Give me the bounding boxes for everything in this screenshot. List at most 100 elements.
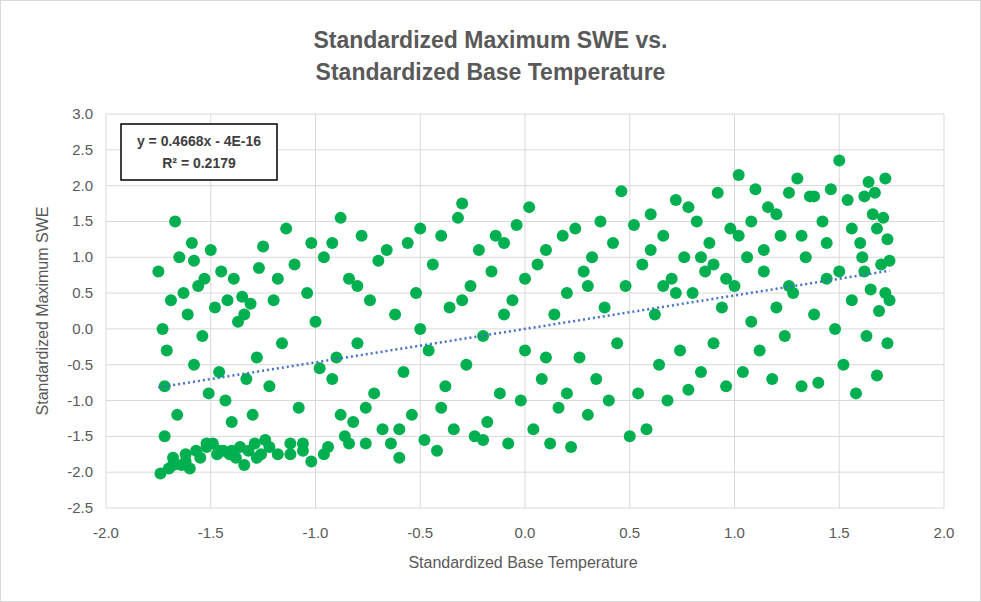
data-point [314, 362, 326, 374]
data-point [351, 337, 363, 349]
data-point [360, 438, 372, 450]
data-point [435, 402, 447, 414]
annotation: R² = 0.2179 [162, 155, 236, 171]
data-point [272, 273, 284, 285]
data-point [456, 294, 468, 306]
data-point [749, 183, 761, 195]
data-point [523, 201, 535, 213]
trendline [158, 271, 889, 388]
data-point [477, 330, 489, 342]
data-point [506, 294, 518, 306]
chart-title: Standardized Maximum SWE vs.Standardized… [313, 27, 667, 85]
data-point [553, 402, 565, 414]
data-point [881, 337, 893, 349]
x-axis-title: Standardized Base Temperature [408, 554, 637, 571]
data-point [657, 230, 669, 242]
data-point [196, 330, 208, 342]
data-point [431, 445, 443, 457]
data-point [305, 455, 317, 467]
y-tick-label: -0.5 [67, 356, 93, 373]
x-tick-label: 0.5 [619, 524, 640, 541]
data-point [165, 294, 177, 306]
data-point [632, 387, 644, 399]
data-point [708, 258, 720, 270]
data-point [599, 301, 611, 313]
data-point [775, 230, 787, 242]
data-point [865, 284, 877, 296]
data-point [498, 309, 510, 321]
data-point [808, 309, 820, 321]
data-point [779, 330, 791, 342]
y-tick-label: -2.5 [67, 499, 93, 516]
data-point [695, 251, 707, 263]
data-point [481, 416, 493, 428]
data-point [276, 337, 288, 349]
data-point [511, 219, 523, 231]
data-point [249, 438, 261, 450]
data-point [465, 280, 477, 292]
data-point [808, 190, 820, 202]
data-point [879, 287, 891, 299]
data-point [687, 287, 699, 299]
data-point [456, 198, 468, 210]
data-point [548, 309, 560, 321]
data-point [871, 223, 883, 235]
data-point [720, 273, 732, 285]
data-point [180, 448, 192, 460]
data-point [385, 438, 397, 450]
data-point [624, 430, 636, 442]
data-point [636, 258, 648, 270]
data-point [297, 438, 309, 450]
x-tick-label: 0.0 [515, 524, 536, 541]
data-point [519, 344, 531, 356]
plot-area [106, 114, 944, 508]
data-point [351, 280, 363, 292]
data-point [733, 169, 745, 181]
data-point [796, 230, 808, 242]
data-point [257, 241, 269, 253]
y-grid-line [106, 293, 944, 294]
data-point [169, 215, 181, 227]
y-grid-line [106, 472, 944, 473]
data-point [301, 287, 313, 299]
data-point [173, 251, 185, 263]
data-point [360, 402, 372, 414]
y-grid-line [106, 508, 944, 509]
data-point [410, 287, 422, 299]
data-point [854, 237, 866, 249]
data-point [829, 323, 841, 335]
data-point [766, 373, 778, 385]
y-grid-line [106, 114, 944, 115]
data-points [152, 155, 895, 480]
x-tick-label: 1.0 [724, 524, 745, 541]
x-grid-line [525, 114, 526, 508]
data-point [561, 287, 573, 299]
x-tick-label: 2.0 [934, 524, 955, 541]
data-point [821, 273, 833, 285]
data-point [628, 219, 640, 231]
data-point [867, 208, 879, 220]
data-point [171, 409, 183, 421]
data-point [198, 273, 210, 285]
data-point [733, 230, 745, 242]
y-tick-label: -1.0 [67, 392, 93, 409]
data-point [284, 438, 296, 450]
data-point [615, 185, 627, 197]
data-point [418, 434, 430, 446]
equation-box: y = 0.4668x - 4E-16R² = 0.2179 [121, 124, 277, 180]
data-point [389, 309, 401, 321]
data-point [869, 187, 881, 199]
data-point [641, 423, 653, 435]
data-point [364, 294, 376, 306]
data-point [590, 373, 602, 385]
data-point [219, 395, 231, 407]
x-tick-label: -2.0 [93, 524, 119, 541]
data-point [846, 223, 858, 235]
data-point [884, 255, 896, 267]
y-tick-label: -1.5 [67, 427, 93, 444]
data-point [498, 237, 510, 249]
grid [106, 114, 944, 508]
data-point [536, 373, 548, 385]
data-point [347, 416, 359, 428]
data-point [460, 359, 472, 371]
